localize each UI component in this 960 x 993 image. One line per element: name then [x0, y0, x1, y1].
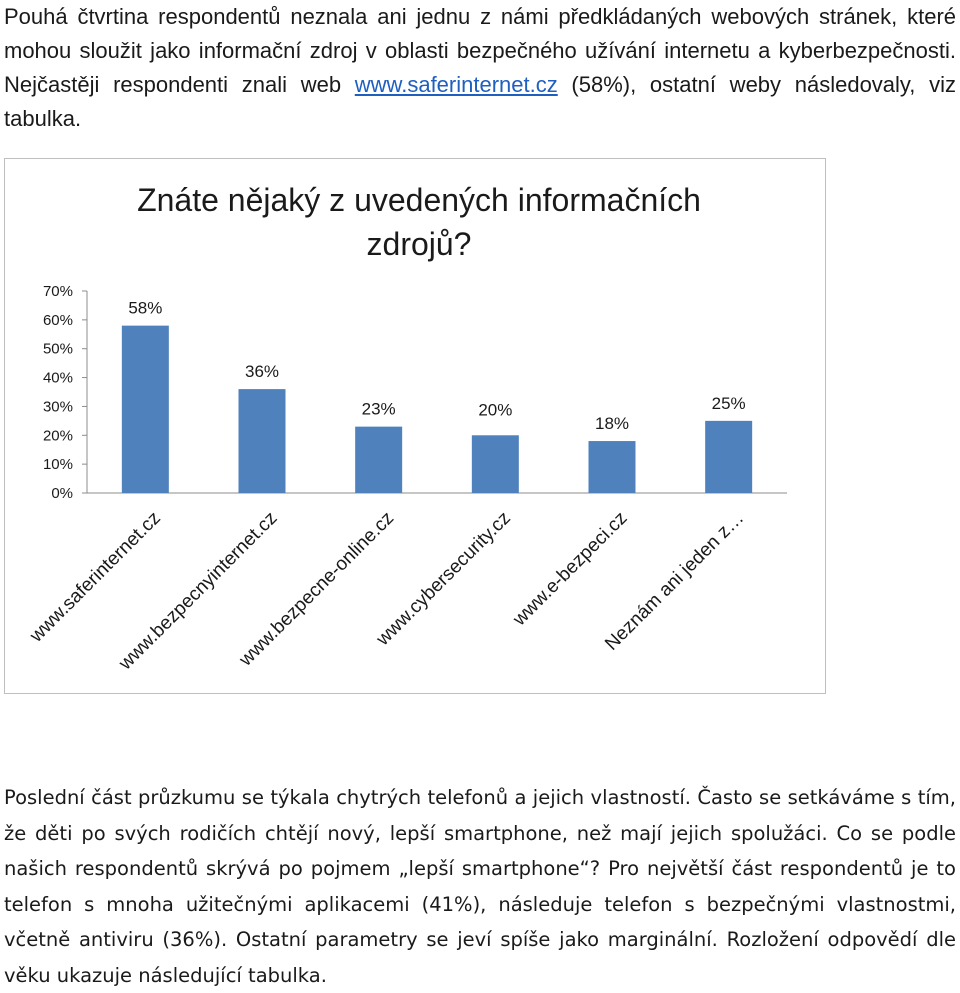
category-label: www.cybersecurity.cz: [372, 508, 515, 651]
data-label: 36%: [245, 362, 279, 381]
data-label: 18%: [595, 414, 629, 433]
intro-text-after-link: (58%), ostatní weby následovaly, viz tab…: [4, 72, 956, 131]
outro-paragraph: Poslední část průzkumu se týkala chytrýc…: [4, 786, 956, 987]
chart-title-line: Znáte nějaký z uvedených informačních: [137, 182, 701, 218]
category-label: www.e-bezpeci.cz: [508, 508, 631, 631]
y-tick-label: 70%: [43, 283, 73, 300]
bar: [238, 389, 286, 493]
bar-chart: Znáte nějaký z uvedených informačních zdr…: [25, 182, 787, 675]
data-label: 25%: [712, 394, 746, 413]
bar: [588, 441, 636, 493]
intro-text-before-link: Pouhá čtvrtina respondentů neznala ani j…: [4, 4, 956, 97]
y-tick-label: 30%: [43, 398, 73, 415]
data-label: 20%: [478, 400, 512, 419]
y-tick-label: 60%: [43, 312, 73, 329]
category-label: www.saferinternet.cz: [25, 508, 165, 648]
y-tick-label: 0%: [51, 485, 73, 502]
saferinternet-link[interactable]: www.saferinternet.cz: [354, 72, 558, 97]
bar: [471, 435, 519, 493]
intro-paragraph: Pouhá čtvrtina respondentů neznala ani j…: [4, 0, 956, 136]
y-tick-label: 20%: [43, 427, 73, 444]
chart-title-line: zdrojů?: [367, 226, 472, 262]
data-label: 58%: [128, 299, 162, 318]
y-tick-label: 40%: [43, 370, 73, 387]
bar: [355, 426, 403, 493]
data-label: 23%: [362, 400, 396, 419]
y-tick-label: 10%: [43, 456, 73, 473]
chart-frame: Znáte nějaký z uvedených informačních zdr…: [4, 158, 826, 694]
y-tick-label: 50%: [43, 341, 73, 358]
bar: [121, 325, 169, 493]
bar: [705, 420, 753, 493]
